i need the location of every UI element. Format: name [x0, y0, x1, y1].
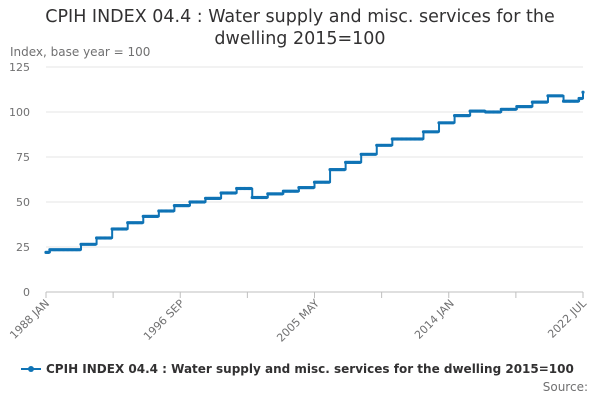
y-tick-label: 75 — [16, 151, 30, 164]
data-point[interactable] — [389, 143, 393, 147]
y-axis-unit-label: Index, base year = 100 — [10, 45, 151, 59]
data-point[interactable] — [311, 186, 315, 190]
data-point[interactable] — [124, 227, 129, 231]
data-point[interactable] — [498, 110, 502, 114]
source-note: Source: — [542, 380, 588, 394]
data-point[interactable] — [580, 96, 584, 101]
data-point[interactable] — [140, 221, 144, 225]
data-point[interactable] — [327, 180, 331, 184]
data-point[interactable] — [358, 160, 362, 164]
x-tick-label: 2014 JAN — [412, 297, 457, 342]
data-point[interactable] — [451, 121, 455, 125]
data-point[interactable] — [576, 99, 580, 103]
data-point[interactable] — [171, 209, 175, 213]
data-point[interactable] — [467, 114, 471, 118]
legend-swatch — [21, 366, 41, 372]
data-point[interactable] — [545, 100, 549, 104]
data-point[interactable] — [420, 137, 424, 141]
data-point[interactable] — [187, 204, 191, 208]
y-tick-label: 0 — [23, 286, 30, 299]
data-point[interactable] — [109, 236, 113, 240]
data-point[interactable] — [233, 191, 237, 195]
y-tick-label: 25 — [16, 241, 30, 254]
gridlines — [46, 66, 583, 248]
data-point[interactable] — [46, 250, 51, 254]
data-point[interactable] — [155, 214, 160, 218]
y-tick-label: 50 — [16, 196, 30, 209]
y-tick-label: 125 — [9, 61, 30, 74]
data-point[interactable] — [513, 107, 518, 111]
data-point[interactable] — [93, 242, 97, 246]
x-tick-label: 2022 JUL — [545, 296, 589, 340]
data-point[interactable] — [342, 168, 346, 172]
series-layer — [44, 90, 585, 254]
x-tick-label: 2005 MAY — [274, 297, 322, 345]
legend[interactable]: CPIH INDEX 04.4 : Water supply and misc.… — [20, 362, 574, 376]
data-point[interactable] — [581, 90, 585, 94]
data-point[interactable] — [218, 196, 222, 200]
y-tick-label: 100 — [9, 106, 30, 119]
chart-title: CPIH INDEX 04.4 : Water supply and misc.… — [0, 6, 600, 50]
chart-title-line-2: dwelling 2015=100 — [214, 29, 386, 49]
data-point[interactable] — [249, 186, 253, 191]
y-axis-ticks: 0 25 50 75 100 125 — [9, 61, 30, 299]
x-tick-label: 1988 JAN — [7, 297, 52, 342]
legend-label: CPIH INDEX 04.4 : Water supply and misc.… — [46, 362, 574, 376]
data-point[interactable] — [280, 192, 284, 196]
x-tick-label: 1996 SEP — [141, 297, 187, 343]
data-point[interactable] — [529, 105, 533, 109]
data-point[interactable] — [560, 94, 564, 98]
data-point[interactable] — [78, 248, 82, 252]
data-point[interactable] — [436, 130, 440, 134]
data-point[interactable] — [202, 200, 206, 204]
data-point[interactable] — [373, 152, 378, 156]
chart-title-line-1: CPIH INDEX 04.4 : Water supply and misc.… — [45, 7, 555, 27]
x-axis-ticks: 1988 JAN 1996 SEP 2005 MAY 2014 JAN 2022 JUL — [7, 292, 590, 345]
data-point[interactable] — [264, 195, 269, 200]
data-point[interactable] — [296, 189, 300, 193]
